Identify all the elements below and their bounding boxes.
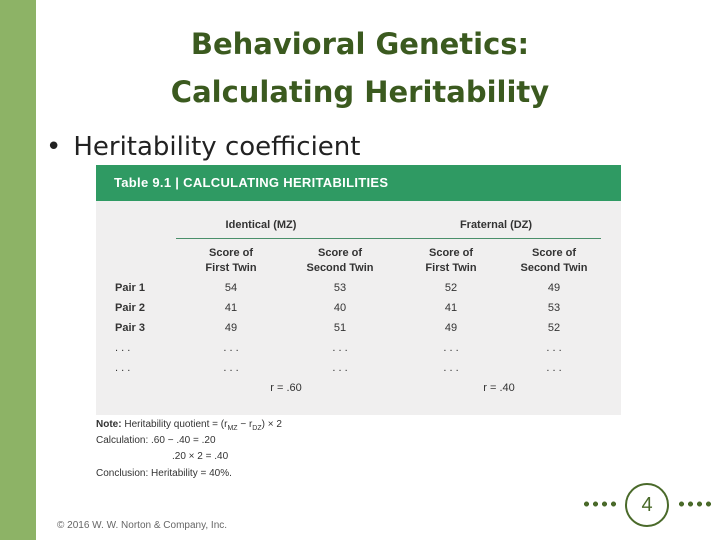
col-header-dz-second: Score of Second Twin [509,246,599,276]
note-end: ) × 2 [261,419,282,430]
side-accent-bar [0,0,36,540]
bullet-text: Heritability coefficient [73,132,361,162]
col-header-line: First Twin [425,262,477,274]
col-header-line: Second Twin [520,262,588,274]
table-cell: . . . [546,342,562,354]
page-dots-left [582,500,618,508]
table-cell: 41 [444,302,458,314]
correlation-dz: r = .40 [483,382,515,394]
page-number: 4 [625,483,669,527]
col-header-mz-first: Score of First Twin [191,246,271,276]
row-label: Pair 1 [115,282,145,294]
note-text: Heritability quotient = (r [124,419,228,430]
table-cell: . . . [443,362,459,374]
table-cell: . . . [332,342,348,354]
note-line: Note: Heritability quotient = (rMZ − rDZ… [96,419,282,432]
table-cell: . . . [223,362,239,374]
table-title: Table 9.1 | CALCULATING HERITABILITIES [96,165,621,201]
table-cell: 52 [444,282,458,294]
correlation-mz: r = .60 [270,382,302,394]
heritability-table: Table 9.1 | CALCULATING HERITABILITIES I… [96,165,621,415]
table-cell: . . . [223,342,239,354]
col-header-line: Score of [208,247,253,259]
group-header-mz: Identical (MZ) [225,219,297,231]
col-header-mz-second: Score of Second Twin [295,246,385,276]
col-header-dz-first: Score of First Twin [411,246,491,276]
slide-title-line-1: Behavioral Genetics: [190,27,530,61]
row-label: Pair 2 [115,302,145,314]
table-cell: . . . [443,342,459,354]
table-cell: 52 [547,322,561,334]
row-label: . . . [115,362,131,374]
table-cell: 49 [224,322,238,334]
group-header-dz: Fraternal (DZ) [459,219,533,231]
col-header-line: Score of [317,247,362,259]
copyright-footer: © 2016 W. W. Norton & Company, Inc. [57,520,228,531]
note-label: Note: [96,419,122,430]
row-label: . . . [115,342,131,354]
table-cell: 54 [224,282,238,294]
note-sub-dz: DZ [252,425,262,432]
table-cell: 49 [444,322,458,334]
col-header-line: First Twin [205,262,257,274]
table-cell: 53 [547,302,561,314]
table-cell: 41 [224,302,238,314]
page-dots-right [677,500,713,508]
note-sub-mz: MZ [227,425,238,432]
col-header-line: Score of [428,247,473,259]
table-cell: 40 [333,302,347,314]
group-divider [176,238,601,239]
calculation-line-2: .20 × 2 = .40 [172,451,229,462]
slide-title-line-2: Calculating Heritability [170,75,550,109]
bullet-item: • Heritability coefficient [46,132,360,162]
table-cell: . . . [332,362,348,374]
bullet-dot: • [46,132,62,162]
conclusion-line: Conclusion: Heritability = 40%. [96,468,232,479]
table-cell: 49 [547,282,561,294]
col-header-line: Score of [531,247,576,259]
note-mid: − r [237,419,253,430]
calculation-line: Calculation: .60 − .40 = .20 [96,435,216,446]
table-cell: . . . [546,362,562,374]
table-cell: 53 [333,282,347,294]
row-label: Pair 3 [115,322,145,334]
col-header-line: Second Twin [306,262,374,274]
table-cell: 51 [333,322,347,334]
